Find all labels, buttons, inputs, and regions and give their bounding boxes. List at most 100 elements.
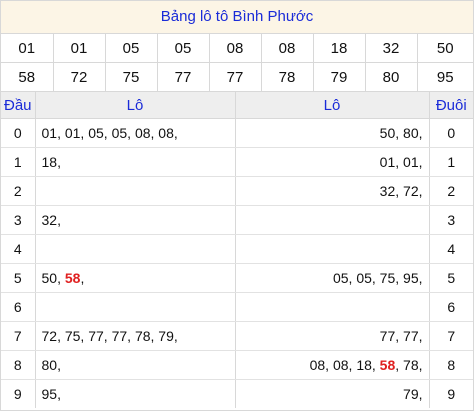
prize-row-1: 01 01 05 05 08 08 18 32 50 [1,34,473,63]
lo-number: 01, [403,154,423,170]
lo-number: 32, [379,183,404,199]
header-dau: Đầu [1,92,36,119]
lo-number: 05, [332,270,357,286]
grid-header-row: Đầu Lô Lô Đuôi [1,92,473,119]
lo-cell-right [235,292,430,322]
lo-cell-right: 32, 72, [235,176,430,206]
prize-number: 01 [53,34,106,63]
lo-cell-left: 01, 01, 05, 05, 08, 08, [35,118,236,148]
lo-cell-left [35,176,236,206]
lo-number: 08, [332,357,357,373]
header-lo-right: Lô [235,92,430,119]
duoi-cell: 9 [447,386,456,402]
lo-number: 80, [41,357,61,373]
lo-number: 77, [379,328,404,344]
lo-number: 01, [379,154,404,170]
table-row: 2 32, 72, 2 [1,176,473,206]
table-row: 5 50, 58, 05, 05, 75, 95, 5 [1,263,473,293]
dau-cell: 9 [1,379,36,408]
lo-number: 05, [356,270,380,286]
lo-number: 01, [64,125,89,141]
duoi-cell: 2 [429,176,473,206]
prize-number: 08 [261,34,314,63]
dau-duoi-table: Đầu Lô Lô Đuôi 0 01, 01, 05, 05, 08, 08, 5… [1,92,473,408]
duoi-cell: 0 [429,118,473,148]
table-row: 7 72, 75, 77, 77, 78, 79, 77, 77, 7 [1,321,473,351]
dau-cell: 0 [1,118,36,148]
table-row: 0 01, 01, 05, 05, 08, 08, 50, 80, 0 [1,118,473,148]
lo-cell-left: 72, 75, 77, 77, 78, 79, [35,321,236,351]
lo-cell-right: 50, 80, [235,118,430,148]
grid-body: 0 01, 01, 05, 05, 08, 08, 50, 80, 0 1 18, 01, … [1,118,473,408]
lo-number: 08, [134,125,159,141]
lo-number: 78, [134,328,159,344]
lo-cell-left: 80, [35,350,236,380]
lo-cell-right: 01, 01, [235,147,430,177]
duoi-cell: 3 [429,205,473,235]
dau-cell: 1 [1,147,36,177]
lo-cell-left: 50, 58, [35,263,236,293]
lo-cell-right: 77, 77, [235,321,430,351]
lo-cell-right [235,205,430,235]
lo-number: 95, [403,270,423,286]
duoi-cell: 5 [429,263,473,293]
prize-number: 32 [365,34,418,63]
lo-number: 77, [111,328,135,344]
duoi-cell: 1 [429,147,473,177]
prize-number: 95 [417,62,473,92]
prize-number: 75 [105,62,158,92]
prize-number: 79 [313,62,366,92]
lo-number: 79, [403,386,423,402]
prize-number: 58 [1,62,54,92]
dau-cell: 8 [1,350,36,380]
highlight-number: 58 [64,270,81,286]
table-row: 9 95, 79, 9 [1,379,473,408]
dau-cell: 5 [1,263,36,293]
lo-cell-left: 18, [35,147,236,177]
table-row: 8 80, 08, 08, 18, 58, 78, 8 [1,350,473,380]
lo-number: 79, [158,328,178,344]
lo-number: 50, [41,270,65,286]
lo-number: 50, [379,125,404,141]
lo-cell-right: 05, 05, 75, 95, [235,263,430,293]
lo-number: 72, [41,328,65,344]
lo-cell-right: 08, 08, 18, 58, 78, [235,350,430,380]
header-duoi: Đuôi [429,92,473,119]
lo-cell-left: 95, [35,379,236,408]
lo-number: 77, [88,328,112,344]
table-row: 1 18, 01, 01, 1 [1,147,473,177]
lo-number: 05, [111,125,135,141]
dau-cell: 3 [1,205,36,235]
duoi-cell: 6 [429,292,473,322]
highlight-number: 58 [379,357,396,373]
lo-number: 80, [403,125,423,141]
prize-number: 08 [209,34,262,63]
prize-number: 18 [313,34,366,63]
prize-number: 77 [157,62,210,92]
lo-cell-left [35,292,236,322]
lo-number: 05, [88,125,112,141]
header-lo-left: Lô [35,92,236,119]
lo-cell-left: 32, [35,205,236,235]
table-row: 3 32, 3 [1,205,473,235]
lo-number: 08, [309,357,333,373]
lo-number: 95, [41,386,61,402]
lo-number: 32, [41,212,61,228]
lo-number: 01, [41,125,65,141]
dau-cell: 7 [1,321,36,351]
lo-number: 72, [403,183,423,199]
prize-numbers-table: 01 01 05 05 08 08 18 32 50 58 72 75 77 77 78 79 80 95 [1,34,473,92]
lo-number: 78, [403,357,423,373]
dau-cell: 4 [1,234,36,264]
lo-number: 75, [379,270,404,286]
lo-number: , [395,357,404,373]
duoi-cell: 8 [429,350,473,380]
lo-number: 08, [158,125,178,141]
prize-number: 01 [1,34,54,63]
prize-number: 05 [105,34,158,63]
duoi-cell: 7 [429,321,473,351]
dau-cell: 2 [1,176,36,206]
